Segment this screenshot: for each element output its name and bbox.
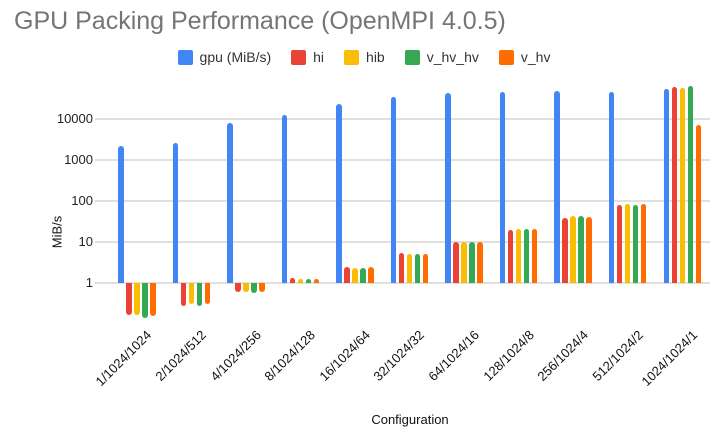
bar-gpu-mib-s[interactable]: [554, 90, 560, 283]
legend-swatch: [291, 49, 307, 65]
bar-v-hv[interactable]: [368, 267, 374, 283]
bar-gpu-mib-s[interactable]: [172, 142, 179, 283]
bar-v-hv-hv[interactable]: [251, 283, 257, 293]
bar-v-hv[interactable]: [640, 204, 647, 283]
bar-hi[interactable]: [180, 283, 187, 306]
bar-hi[interactable]: [671, 86, 677, 283]
bar-v-hv-hv[interactable]: [523, 228, 530, 283]
bar-gpu-mib-s[interactable]: [336, 104, 342, 283]
legend-item-gpu-mib-s[interactable]: gpu (MiB/s): [177, 49, 272, 65]
y-tick-label: 10000: [56, 111, 93, 126]
bar-hi[interactable]: [344, 266, 350, 283]
legend-label: gpu (MiB/s): [199, 49, 272, 65]
bar-v-hv-hv[interactable]: [196, 283, 203, 306]
chart-title: GPU Packing Performance (OpenMPI 4.0.5): [14, 7, 506, 35]
bar-v-hv-hv[interactable]: [305, 279, 312, 283]
legend-swatch: [177, 49, 193, 65]
x-tick-label: 1/1024/1024: [92, 327, 155, 390]
bar-v-hv[interactable]: [422, 254, 429, 283]
bar-hib[interactable]: [243, 283, 249, 293]
legend-swatch: [498, 49, 514, 65]
bar-gpu-mib-s[interactable]: [445, 92, 451, 283]
bar-v-hv[interactable]: [150, 283, 156, 316]
legend-item-v-hv[interactable]: v_hv: [498, 49, 551, 65]
bar-hi[interactable]: [453, 242, 459, 283]
x-tick-label: 4/1024/256: [207, 327, 264, 384]
y-tick-label: 100: [71, 193, 93, 208]
bar-hi[interactable]: [616, 205, 623, 283]
bar-v-hv[interactable]: [477, 242, 483, 283]
bar-hi[interactable]: [289, 278, 296, 283]
bar-hib[interactable]: [515, 228, 522, 283]
bar-v-hv-hv[interactable]: [687, 86, 693, 283]
gridline: [95, 282, 710, 284]
bar-v-hv[interactable]: [204, 283, 211, 305]
y-tick-label: 1000: [64, 152, 93, 167]
legend-label: v_hv_hv: [426, 49, 479, 65]
bar-hib[interactable]: [352, 268, 358, 283]
bar-gpu-mib-s[interactable]: [390, 97, 397, 283]
bar-hib[interactable]: [406, 254, 413, 283]
x-tick-label: 128/1024/8: [479, 327, 537, 384]
bar-hib[interactable]: [188, 283, 195, 305]
bar-gpu-mib-s[interactable]: [663, 88, 669, 283]
x-tick-label: 2/1024/512: [152, 327, 210, 384]
bar-hi[interactable]: [126, 283, 132, 315]
bar-v-hv-hv[interactable]: [632, 204, 639, 283]
bar-v-hv[interactable]: [259, 283, 265, 292]
bar-gpu-mib-s[interactable]: [118, 145, 124, 283]
bar-v-hv[interactable]: [586, 216, 592, 283]
gridline: [95, 200, 710, 202]
x-tick-label: 1024/1024/1: [638, 327, 701, 390]
x-tick-label: 64/1024/16: [425, 327, 482, 384]
bar-gpu-mib-s[interactable]: [499, 92, 506, 283]
legend-label: hib: [366, 49, 385, 65]
legend-swatch: [404, 49, 420, 65]
y-tick-label: 10: [78, 234, 93, 249]
bar-gpu-mib-s[interactable]: [281, 115, 288, 283]
gridline: [95, 159, 710, 161]
y-tick-label: 1: [85, 275, 93, 290]
legend-item-hib[interactable]: hib: [344, 49, 385, 65]
bar-hi[interactable]: [507, 229, 514, 283]
x-tick-label: 32/1024/32: [370, 327, 428, 384]
legend-swatch: [344, 49, 360, 65]
bar-hib[interactable]: [679, 88, 685, 283]
x-tick-label: 16/1024/64: [316, 327, 373, 384]
legend-label: v_hv: [520, 49, 551, 65]
x-tick-label: 512/1024/2: [588, 327, 646, 384]
legend-label: hi: [313, 49, 325, 65]
bar-v-hv-hv[interactable]: [414, 254, 421, 283]
bar-v-hv[interactable]: [531, 228, 538, 283]
bar-hib[interactable]: [461, 242, 467, 283]
bar-v-hv-hv[interactable]: [469, 242, 475, 283]
bar-hi[interactable]: [562, 218, 568, 283]
bar-v-hv-hv[interactable]: [142, 283, 148, 318]
legend-item-v-hv-hv[interactable]: v_hv_hv: [404, 49, 479, 65]
bar-hib[interactable]: [624, 203, 631, 283]
bar-hi[interactable]: [235, 283, 241, 292]
bar-hib[interactable]: [570, 216, 576, 283]
gridline: [95, 241, 710, 243]
x-tick-label: 8/1024/128: [261, 327, 319, 384]
bar-v-hv-hv[interactable]: [578, 216, 584, 283]
bar-hib[interactable]: [134, 283, 140, 315]
x-tick-label: 256/1024/4: [534, 327, 592, 384]
bar-hi[interactable]: [398, 253, 405, 283]
bar-gpu-mib-s[interactable]: [608, 91, 615, 283]
legend: gpu (MiB/s) hi hib v_hv_hv v_hv: [0, 48, 728, 66]
x-axis-title: Configuration: [371, 412, 449, 427]
bar-v-hv[interactable]: [695, 124, 701, 283]
legend-item-hi[interactable]: hi: [291, 49, 324, 65]
gridline: [95, 118, 710, 120]
bar-v-hv[interactable]: [313, 279, 320, 283]
bar-v-hv-hv[interactable]: [360, 268, 366, 283]
bar-hib[interactable]: [297, 279, 304, 283]
bar-gpu-mib-s[interactable]: [227, 122, 233, 283]
